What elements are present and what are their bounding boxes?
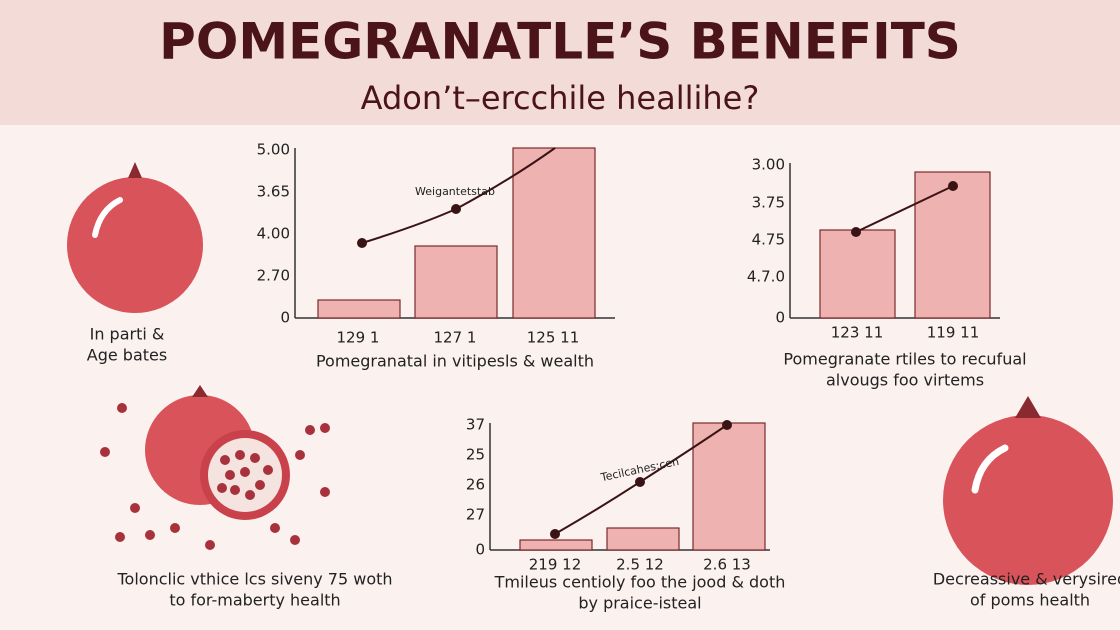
pomegranate bbox=[67, 162, 203, 313]
y-tick-label: 4.75 bbox=[752, 231, 785, 249]
caption: Pomegranatal in vitipesls & wealth bbox=[316, 352, 594, 371]
note: of poms health bbox=[970, 591, 1090, 610]
caption: Tmileus centioly foo the jood & doth bbox=[494, 573, 786, 592]
y-tick-label: 0 bbox=[775, 309, 785, 327]
header-band bbox=[0, 0, 1120, 125]
x-tick-label: 127 1 bbox=[434, 329, 477, 347]
note: Age bates bbox=[87, 346, 167, 365]
pomegranate bbox=[943, 396, 1113, 585]
chart-panel bbox=[294, 147, 615, 319]
y-tick-label: 3.00 bbox=[752, 156, 785, 174]
x-tick-label: 123 11 bbox=[831, 324, 884, 342]
y-tick-label: 5.00 bbox=[257, 141, 290, 159]
y-tick-label: 0 bbox=[280, 309, 290, 327]
y-tick-label: 4.7.0 bbox=[747, 268, 785, 286]
y-tick-label: 26 bbox=[466, 476, 485, 494]
x-tick-label: 2.5 12 bbox=[616, 556, 664, 574]
y-tick-label: 3.65 bbox=[257, 183, 290, 201]
caption: by praice-isteal bbox=[578, 594, 701, 613]
y-tick-label: 25 bbox=[466, 446, 485, 464]
y-tick-label: 4.00 bbox=[257, 225, 290, 243]
x-tick-label: 119 11 bbox=[927, 324, 980, 342]
note: Tolonclic vthice lcs siveny 75 woth bbox=[116, 570, 392, 589]
y-tick-label: 2.70 bbox=[257, 267, 290, 285]
note: to for-maberty health bbox=[169, 591, 340, 610]
chart-panel bbox=[489, 420, 770, 551]
x-tick-label: 2.6 13 bbox=[703, 556, 751, 574]
y-tick-label: 3.75 bbox=[752, 194, 785, 212]
x-tick-label: 125 11 bbox=[527, 329, 580, 347]
caption: Pomegranate rtiles to recufual bbox=[783, 350, 1026, 369]
y-tick-label: 37 bbox=[466, 416, 485, 434]
note: In parti & bbox=[90, 325, 165, 344]
subtitle: Adon’t–ercchile heallihe? bbox=[361, 79, 760, 117]
pomegranate-halves bbox=[100, 385, 330, 550]
y-tick-label: 27 bbox=[466, 506, 485, 524]
line-label: Weigantetstab bbox=[415, 185, 495, 198]
x-tick-label: 129 1 bbox=[337, 329, 380, 347]
note: Decreassive & verysired bbox=[933, 570, 1120, 589]
caption: alvougs foo virtems bbox=[826, 371, 984, 390]
title: POMEGRANATLE’S BENEFITS bbox=[159, 13, 961, 71]
chart-panel bbox=[789, 163, 1000, 319]
y-tick-label: 0 bbox=[475, 541, 485, 559]
x-tick-label: 219 12 bbox=[529, 556, 582, 574]
